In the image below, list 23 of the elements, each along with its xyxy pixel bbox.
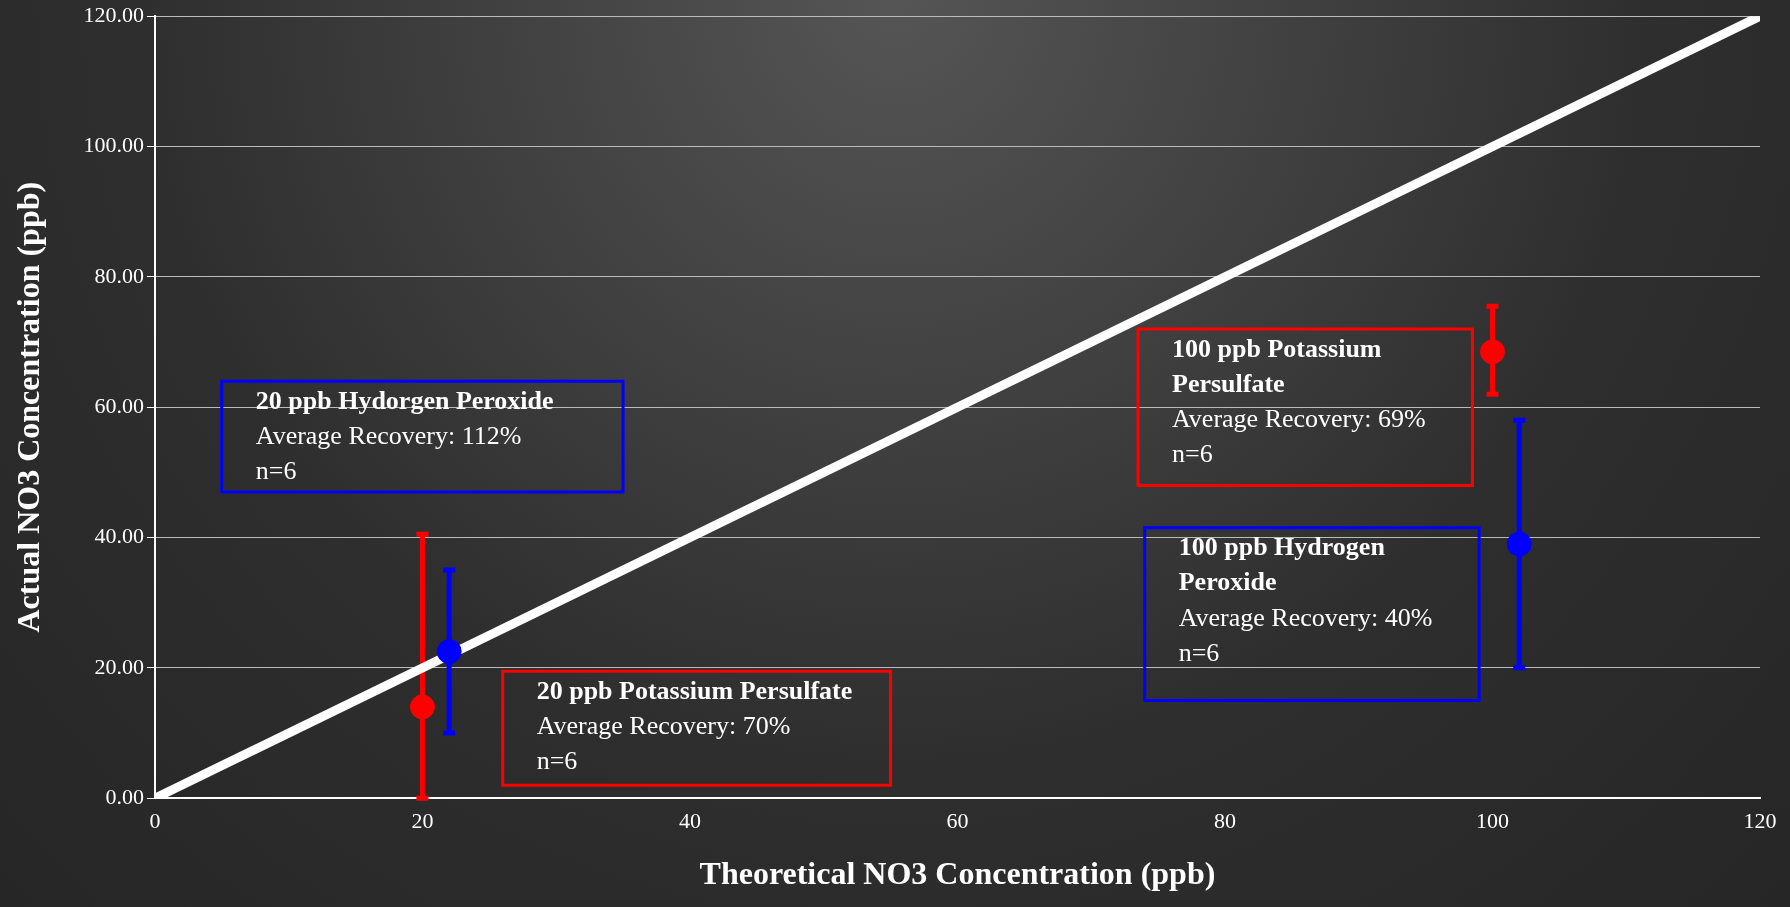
y-tick-label: 20.00 — [94, 653, 144, 679]
point — [1506, 531, 1532, 557]
x-tick-label: 60 — [946, 808, 969, 834]
x-tick-label: 40 — [678, 808, 701, 834]
point — [409, 694, 435, 720]
y-tick-label: 100.00 — [83, 132, 144, 158]
x-tick-label: 80 — [1213, 808, 1236, 834]
y-tick-label: 40.00 — [94, 523, 144, 549]
x-tick-label: 120 — [1743, 808, 1777, 834]
y-tick-label: 0.00 — [105, 783, 144, 809]
x-tick-label: 0 — [149, 808, 161, 834]
point — [436, 639, 462, 665]
x-axis-title: Theoretical NO3 Concentration (ppb) — [699, 855, 1216, 892]
annotation: 100 ppb Hydrogen Peroxide Average Recovery: 40% n=6 — [1178, 532, 1433, 667]
point — [1479, 339, 1505, 365]
y-tick-label: 120.00 — [83, 1, 144, 27]
y-tick-label: 80.00 — [94, 262, 144, 288]
y-axis-title: Actual NO3 Concentration (ppb) — [10, 181, 47, 633]
x-tick-label: 100 — [1475, 808, 1509, 834]
annotation: 20 ppb Potassium Persulfate Average Recovery: 70% n=6 — [536, 675, 853, 775]
y-tick-label: 60.00 — [94, 392, 144, 418]
annotation: 100 ppb Potassium Persulfate Average Recovery: 69% n=6 — [1172, 333, 1426, 468]
x-tick-label: 20 — [411, 808, 434, 834]
